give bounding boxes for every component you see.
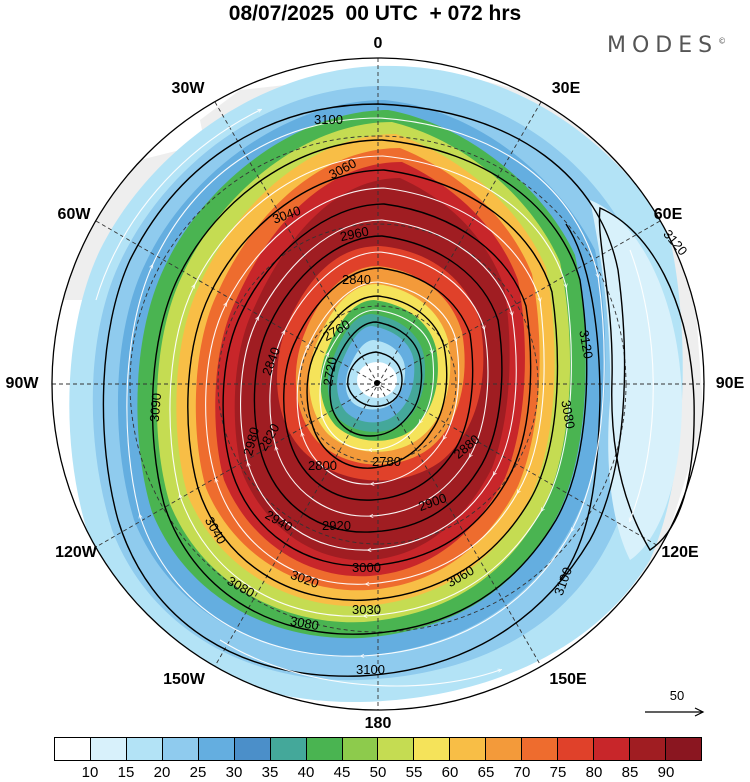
colorbar-swatch <box>486 738 523 760</box>
colorbar-tick-label: 50 <box>369 764 387 781</box>
colorbar-swatch <box>414 738 451 760</box>
longitude-label-120w: 120W <box>55 544 97 561</box>
colorbar-tick-label: 55 <box>405 764 423 781</box>
longitude-label-30e: 30E <box>551 80 581 97</box>
contour-label: 2960 <box>339 223 370 244</box>
colorbar-swatch <box>450 738 487 760</box>
chart-title: 08/07/2025 00 UTC + 072 hrs <box>228 2 522 25</box>
contour-label: 2980 <box>240 425 262 457</box>
colorbar-swatch <box>55 738 91 760</box>
colorbar-tick-label: 45 <box>333 764 351 781</box>
colorbar-swatch <box>342 738 379 760</box>
colorbar-swatch <box>630 738 666 760</box>
longitude-label-180: 180 <box>364 715 392 732</box>
contour-label: 3080 <box>289 613 320 633</box>
contour-label: 2920 <box>322 518 351 533</box>
colorbar-swatch <box>522 738 559 760</box>
brand-logo: MODES© <box>607 33 726 58</box>
colorbar-swatch <box>270 738 307 760</box>
contour-label: 3030 <box>352 602 381 617</box>
colorbar-tick-label: 85 <box>621 764 639 781</box>
colorbar-swatch <box>126 738 163 760</box>
colorbar-swatch <box>90 738 127 760</box>
copyright-mark: © <box>718 36 727 46</box>
wind-speed-colorbar <box>54 737 702 761</box>
colorbar-tick-label: 40 <box>297 764 315 781</box>
longitude-label-30w: 30W <box>171 80 205 97</box>
colorbar-tick-label: 75 <box>549 764 567 781</box>
colorbar-tick-label: 30 <box>225 764 243 781</box>
contour-label: 2780 <box>372 454 401 469</box>
colorbar-swatch <box>594 738 630 760</box>
longitude-label-60w: 60W <box>57 206 91 223</box>
colorbar-swatch <box>198 738 235 760</box>
wind-reference: 50 <box>645 688 705 717</box>
longitude-label-90w: 90W <box>5 375 39 392</box>
colorbar-tick-label: 80 <box>585 764 603 781</box>
longitude-label-90e: 90E <box>715 375 745 392</box>
map-boundary <box>51 57 705 711</box>
wind-reference-value: 50 <box>669 688 685 703</box>
colorbar-tick-label: 60 <box>441 764 459 781</box>
contour-label: 2720 <box>320 356 340 387</box>
colorbar-tick-label: 70 <box>513 764 531 781</box>
colorbar-swatch <box>234 738 271 760</box>
pole-marker <box>374 380 380 386</box>
contour-label: 2840 <box>342 272 371 287</box>
longitude-label-0: 0 <box>373 35 383 52</box>
colorbar-swatch <box>162 738 199 760</box>
colorbar-tick-label: 15 <box>117 764 135 781</box>
contour-label: 3120 <box>576 329 596 360</box>
colorbar-tick-label: 20 <box>153 764 171 781</box>
colorbar-tick-label: 10 <box>81 764 99 781</box>
contour-label: 3100 <box>314 112 343 127</box>
colorbar-tick-label: 35 <box>261 764 279 781</box>
contour-label: 3080 <box>558 399 578 430</box>
colorbar-tick-label: 25 <box>189 764 207 781</box>
colorbar-swatch <box>558 738 595 760</box>
colorbar-tick-label: 90 <box>657 764 675 781</box>
contour-label: 3000 <box>352 560 381 575</box>
contour-label: 2800 <box>308 458 337 473</box>
longitude-label-60e: 60E <box>653 206 683 223</box>
longitude-label-120e: 120E <box>661 544 699 561</box>
colorbar-swatch <box>306 738 343 760</box>
colorbar-swatch <box>665 738 701 760</box>
wind-streamlines <box>95 110 654 687</box>
colorbar-tick-labels: 10 15 20 25 30 35 40 45 50 55 60 65 70 75 80 85 90 <box>0 764 750 782</box>
contour-label: 3090 <box>147 392 164 422</box>
brand-name: MODES <box>607 33 719 58</box>
longitude-label-150e: 150E <box>549 671 587 688</box>
reference-arrow-icon <box>645 707 705 717</box>
colorbar-tick-label: 65 <box>477 764 495 781</box>
longitude-label-150w: 150W <box>163 671 205 688</box>
contour-label: 3100 <box>356 662 385 677</box>
colorbar-swatch <box>378 738 415 760</box>
